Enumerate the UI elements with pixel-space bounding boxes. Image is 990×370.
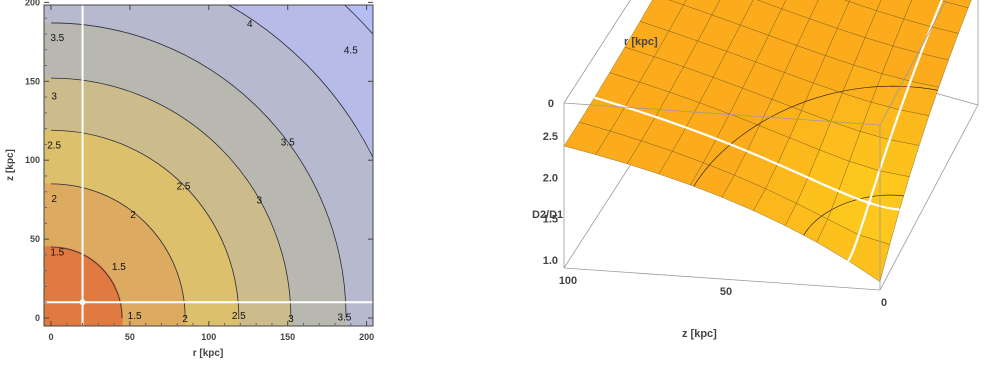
contour-line xyxy=(50,77,292,319)
x-tick-label: 200 xyxy=(359,332,374,342)
contour-label: 1.5 xyxy=(112,262,126,273)
contour-line xyxy=(50,183,186,319)
surface-z-tick-label: 0 xyxy=(881,297,887,309)
x-tick-label: 150 xyxy=(280,332,295,342)
box-edge xyxy=(879,104,979,291)
contour-y-axis-label: z [kpc] xyxy=(5,149,16,181)
y-tick-label: 100 xyxy=(25,155,40,165)
surface-r-tick-label: 0 xyxy=(548,98,554,110)
surface-z-tick-label: 100 xyxy=(559,275,577,287)
surface-d-tick-label: 2.0 xyxy=(543,172,558,184)
surface-patch xyxy=(668,0,687,6)
contour-label: 3.5 xyxy=(281,137,295,148)
contour-line xyxy=(50,22,347,319)
surface-contour xyxy=(693,85,938,187)
surface-marker-r xyxy=(594,96,900,211)
contour-label: 1.5 xyxy=(128,311,142,322)
y-tick-label: 150 xyxy=(25,76,40,86)
x-tick-label: 50 xyxy=(125,332,135,342)
contour-label: 2.5 xyxy=(177,181,191,192)
y-tick-label: 50 xyxy=(30,234,40,244)
contour-label: 2.5 xyxy=(47,140,61,151)
y-tick-label: 200 xyxy=(25,0,40,7)
contour-line xyxy=(227,5,373,159)
contour-label: 2 xyxy=(130,210,136,221)
contour-label: 3.5 xyxy=(338,312,352,323)
contour-label: 2 xyxy=(182,314,188,325)
contour-line xyxy=(50,129,240,319)
box-edge xyxy=(563,102,881,126)
contour-label: 4 xyxy=(247,19,253,30)
contour-label: 3 xyxy=(288,314,294,325)
surface-d-tick-label: 1.0 xyxy=(543,255,558,267)
surface-marker-z xyxy=(847,0,943,262)
contour-label: 3 xyxy=(257,196,263,207)
contour-label: 1.5 xyxy=(50,248,64,259)
surface-r-axis-label: r [kpc] xyxy=(624,36,658,48)
surface-z-axis-label: z [kpc] xyxy=(682,328,717,340)
contour-x-axis-label: r [kpc] xyxy=(193,348,224,359)
box-edge xyxy=(563,267,881,291)
contour-line xyxy=(50,246,123,319)
contour-label: 3.5 xyxy=(50,33,64,44)
surface-marker-point xyxy=(866,200,872,206)
y-tick-label: 0 xyxy=(35,313,40,323)
surface-plot: 0501001005001.01.52.02.5 r [kpc] D2/D1 z… xyxy=(532,0,979,340)
contour-plot: 1.5 1.5 1.5 2 2 2 2.5 2.5 2.5 3 3 3 3.5 3.5 3.5 4 4.5 00… xyxy=(5,0,374,359)
marker-point xyxy=(79,299,86,306)
contour-label: 2 xyxy=(51,194,57,205)
contour-label: 3 xyxy=(51,92,57,103)
contour-line xyxy=(344,5,373,35)
surface-d-axis-label: D2/D1 xyxy=(532,209,563,221)
surface-z-tick-label: 50 xyxy=(720,286,732,298)
surface-d-tick-label: 1.5 xyxy=(543,214,558,226)
contour-label: 2.5 xyxy=(232,311,246,322)
surface-contour xyxy=(803,194,904,236)
box-edge xyxy=(563,0,631,104)
box-edge xyxy=(879,0,947,126)
contour-label: 4.5 xyxy=(344,46,358,57)
x-tick-label: 0 xyxy=(48,332,53,342)
surface-d-tick-label: 2.5 xyxy=(543,131,558,143)
x-tick-label: 100 xyxy=(201,332,216,342)
